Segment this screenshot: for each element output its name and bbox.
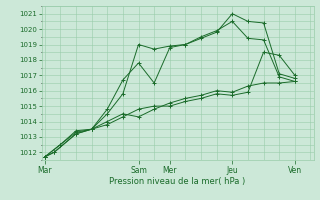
X-axis label: Pression niveau de la mer( hPa ): Pression niveau de la mer( hPa )	[109, 177, 246, 186]
